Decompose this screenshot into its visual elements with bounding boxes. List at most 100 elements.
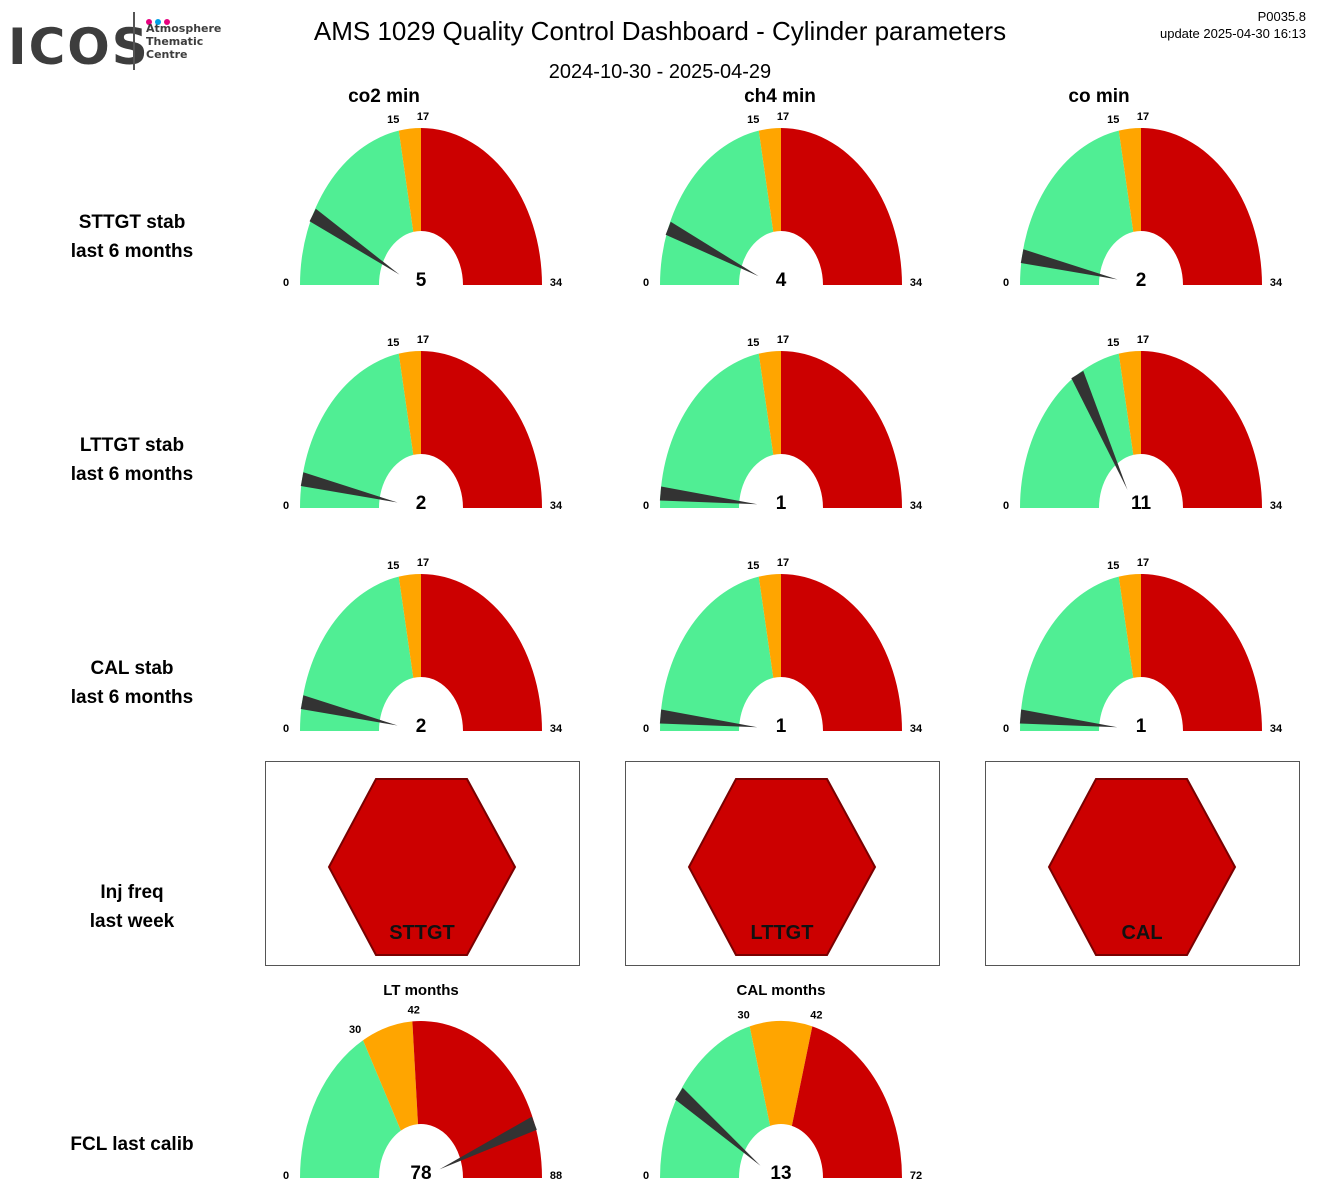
gauge-green-band: [300, 353, 414, 508]
hexagon-label: LTTGT: [751, 922, 814, 944]
dashboard-title: AMS 1029 Quality Control Dashboard - Cyl…: [313, 16, 1007, 46]
gauge-threshold-label: 15: [747, 114, 759, 126]
row-label-cal: CAL stab last 6 months: [12, 654, 252, 712]
gauge-red-band: [781, 574, 902, 731]
gauge-red-band: [1141, 574, 1262, 731]
gauge-needle: [659, 709, 758, 728]
gauge-max-label: 34: [550, 500, 563, 512]
gauge-value: 2: [416, 716, 427, 737]
gauge-threshold-label: 15: [747, 560, 759, 572]
gauge-max-label: 34: [550, 723, 563, 735]
gauge-red-band: [412, 1021, 542, 1178]
gauge-orange-band: [749, 1020, 813, 1126]
gauge-red-band: [781, 351, 902, 508]
logo-dots-icon: [146, 12, 173, 30]
gauge-value: 4: [776, 270, 787, 291]
gauge-threshold-label: 15: [747, 337, 759, 349]
gauge-needle: [665, 221, 759, 277]
gauge-threshold-label: 15: [387, 114, 399, 126]
row-label-line: Inj freq: [100, 882, 164, 903]
row-label-line: last 6 months: [70, 464, 194, 485]
gauge-needle: [659, 486, 758, 505]
gauge-orange-band: [1118, 128, 1141, 232]
gauge-needle: [439, 1116, 537, 1170]
gauge-max-label: 88: [550, 1170, 562, 1182]
gauge-threshold-label: 17: [1137, 557, 1149, 569]
version-code: P0035.8: [1257, 9, 1306, 24]
row-label-lttgt: LTTGT stab last 6 months: [12, 431, 252, 489]
gauge-orange-band: [363, 1021, 419, 1131]
gauge-threshold-label: 30: [349, 1024, 361, 1036]
gauge-title: LT months: [383, 982, 459, 999]
gauge-min-label: 0: [643, 500, 649, 512]
gauge-orange-band: [398, 574, 421, 678]
gauge-value: 78: [410, 1163, 431, 1184]
gauge-threshold-label: 17: [777, 111, 789, 123]
gauge-green-band: [660, 1026, 771, 1178]
row-label-line: FCL last calib: [70, 1134, 194, 1155]
column-header-co2: co2 min: [348, 86, 420, 107]
gauge-red-band: [1141, 351, 1262, 508]
gauge-threshold-label: 17: [1137, 334, 1149, 346]
gauge-max-label: 34: [910, 277, 923, 289]
row-label-line: CAL stab: [90, 658, 174, 679]
gauge: 11 0 34 15 17: [1003, 334, 1283, 514]
row-label-line: STTGT stab: [78, 212, 186, 233]
gauge-green-band: [660, 130, 774, 285]
gauge-title: CAL months: [737, 982, 826, 999]
gauge-max-label: 34: [910, 723, 923, 735]
hexagon-shape: [327, 778, 517, 956]
gauge: 2 0 34 15 17: [283, 334, 563, 514]
gauge-threshold-label: 17: [777, 334, 789, 346]
gauge-red-band: [421, 128, 542, 285]
gauge-value: 11: [1131, 493, 1152, 514]
gauge-orange-band: [758, 574, 781, 678]
gauge-red-band: [781, 128, 902, 285]
logo-sub-line: Thematic: [146, 35, 204, 48]
gauge-value: 1: [776, 493, 787, 514]
gauge: 1 0 34 15 17: [1003, 557, 1283, 737]
gauge-min-label: 0: [643, 723, 649, 735]
row-label-line: LTTGT stab: [79, 435, 185, 456]
gauge-orange-band: [398, 128, 421, 232]
gauge-min-label: 0: [643, 277, 649, 289]
row-label-line: last 6 months: [70, 687, 194, 708]
row-label-fcl: FCL last calib: [12, 1130, 252, 1159]
gauge-red-band: [421, 351, 542, 508]
hexagon-sttgt-icon: STTGT: [327, 778, 517, 956]
gauge-threshold-label: 42: [810, 1010, 822, 1022]
gauge-threshold-label: 17: [417, 111, 429, 123]
gauge-threshold-label: 15: [1107, 337, 1119, 349]
gauge-value: 1: [1136, 716, 1147, 737]
logo-wordmark: ICOS: [8, 18, 150, 76]
hexagon-lttgt-icon: LTTGT: [687, 778, 877, 956]
gauge-threshold-label: 42: [408, 1004, 420, 1016]
status-tile-sttgt: STTGT: [265, 761, 580, 966]
gauge-max-label: 34: [1270, 277, 1283, 289]
gauge: 1 0 34 15 17: [643, 334, 923, 514]
gauge: 1 0 34 15 17: [643, 557, 923, 737]
column-header-ch4: ch4 min: [744, 86, 816, 107]
gauge-green-band: [1020, 576, 1134, 731]
row-label-sttgt: STTGT stab last 6 months: [12, 208, 252, 266]
status-tile-cal: CAL: [985, 761, 1300, 966]
gauge-orange-band: [1118, 351, 1141, 455]
gauge-threshold-label: 17: [417, 557, 429, 569]
gauge-min-label: 0: [643, 1170, 649, 1182]
logo-sub-line: Centre: [146, 48, 188, 61]
gauge-green-band: [300, 130, 414, 285]
gauge-orange-band: [758, 351, 781, 455]
gauge-threshold-label: 30: [737, 1010, 749, 1022]
gauge-value: 1: [776, 716, 787, 737]
gauge-threshold-label: 15: [387, 560, 399, 572]
gauge-value: 2: [416, 493, 427, 514]
gauge-orange-band: [758, 128, 781, 232]
hexagon-label: CAL: [1121, 922, 1162, 944]
row-label-line: last week: [89, 911, 175, 932]
gauge-green-band: [300, 1040, 401, 1178]
gauge-min-label: 0: [283, 277, 289, 289]
gauge-max-label: 72: [910, 1170, 922, 1182]
gauge-orange-band: [1118, 574, 1141, 678]
hexagon-shape: [687, 778, 877, 956]
